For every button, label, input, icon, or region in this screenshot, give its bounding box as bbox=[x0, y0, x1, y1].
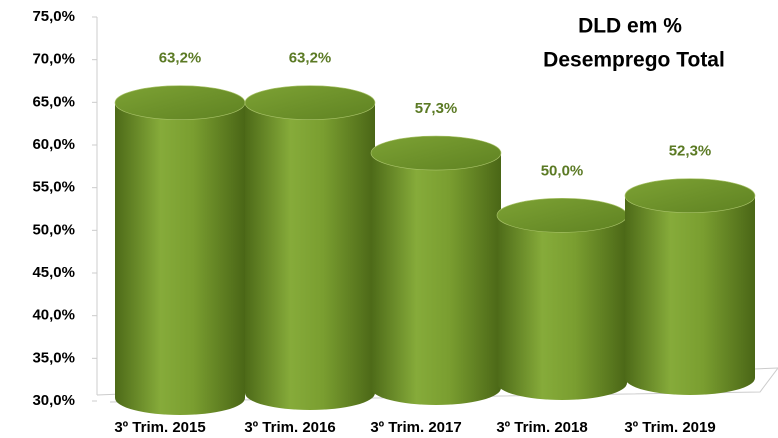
bar-top bbox=[244, 85, 376, 120]
y-tick-label: 60,0% bbox=[32, 136, 75, 153]
y-tick-label: 70,0% bbox=[32, 51, 75, 68]
y-tick-label: 45,0% bbox=[32, 264, 75, 281]
y-tick-label: 40,0% bbox=[32, 307, 75, 324]
bar-top bbox=[370, 135, 502, 171]
bar-top bbox=[624, 178, 756, 214]
value-label: 52,3% bbox=[669, 143, 712, 160]
y-tick-label: 75,0% bbox=[32, 8, 75, 25]
bar bbox=[497, 215, 627, 400]
y-tick-label: 50,0% bbox=[32, 221, 75, 238]
value-label: 50,0% bbox=[541, 162, 584, 179]
value-label: 57,3% bbox=[415, 100, 458, 117]
bar bbox=[625, 195, 755, 395]
bar bbox=[115, 102, 245, 416]
bar bbox=[371, 153, 501, 405]
y-tick-label: 30,0% bbox=[32, 392, 75, 409]
bar-top bbox=[114, 85, 246, 120]
chart-title: DLD em % bbox=[578, 15, 682, 38]
x-tick-label: 3º Trim. 2017 bbox=[370, 419, 461, 436]
value-label: 63,2% bbox=[159, 50, 202, 67]
y-tick-label: 65,0% bbox=[32, 93, 75, 110]
y-tick-label: 55,0% bbox=[32, 179, 75, 196]
bar-top bbox=[496, 198, 628, 233]
x-tick-label: 3º Trim. 2019 bbox=[624, 419, 715, 436]
chart-subtitle: Desemprego Total bbox=[543, 49, 725, 72]
bar bbox=[245, 102, 375, 411]
value-label: 63,2% bbox=[289, 50, 332, 67]
y-tick-label: 35,0% bbox=[32, 349, 75, 366]
x-tick-label: 3º Trim. 2015 bbox=[114, 419, 205, 436]
x-tick-label: 3º Trim. 2016 bbox=[244, 419, 335, 436]
x-tick-label: 3º Trim. 2018 bbox=[496, 419, 587, 436]
